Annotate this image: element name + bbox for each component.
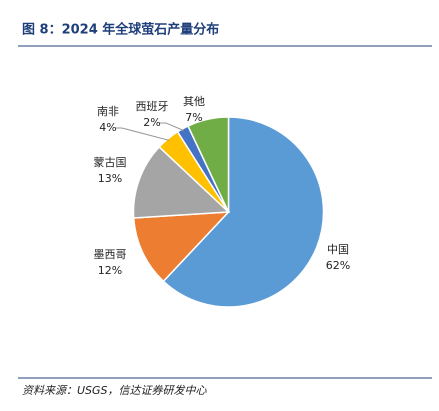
slice-label: 墨西哥 <box>94 248 127 261</box>
slice-value-label: 62% <box>326 259 350 272</box>
pie-slice <box>132 145 231 219</box>
slice-value-label: 4% <box>99 121 116 134</box>
source-note: 资料来源：USGS，信达证券研发中心 <box>22 384 208 397</box>
leader-line <box>160 122 184 131</box>
slice-label: 蒙古国 <box>94 156 127 169</box>
slice-value-label: 13% <box>98 172 122 185</box>
slice-value-label: 7% <box>185 111 202 124</box>
slice-label: 中国 <box>327 243 349 256</box>
leader-line <box>116 127 170 141</box>
slice-label: 其他 <box>183 95 205 108</box>
pie-slice <box>132 211 231 283</box>
slice-label: 南非 <box>97 105 119 118</box>
chart-title: 图 8：2024 年全球萤石产量分布 <box>22 22 219 38</box>
pie-slice <box>187 116 230 213</box>
slice-label: 西班牙 <box>136 100 169 113</box>
slice-value-label: 12% <box>98 264 122 277</box>
slice-value-label: 2% <box>143 116 160 129</box>
pie-slice <box>162 116 325 308</box>
